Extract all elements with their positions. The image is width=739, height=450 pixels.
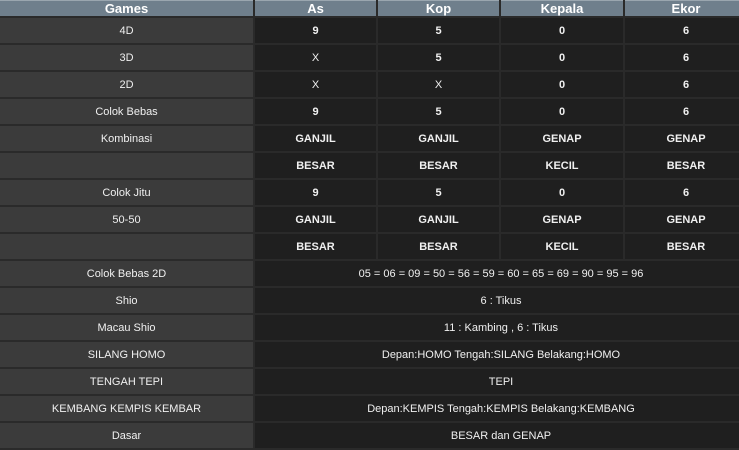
cell-kop: 5 xyxy=(378,180,499,205)
row-label: 50-50 xyxy=(0,207,253,232)
cell-ekor: GENAP xyxy=(625,207,739,232)
table-row: Macau Shio 11 : Kambing , 6 : Tikus xyxy=(0,315,739,340)
cell-as: X xyxy=(255,72,376,97)
cell-ekor: 6 xyxy=(625,18,739,43)
header-ekor: Ekor xyxy=(625,0,739,16)
row-value: 11 : Kambing , 6 : Tikus xyxy=(255,315,739,340)
table-row: Colok Bebas 2D 05 = 06 = 09 = 50 = 56 = … xyxy=(0,261,739,286)
cell-kepala: 0 xyxy=(501,180,623,205)
row-label: KEMBANG KEMPIS KEMBAR xyxy=(0,396,253,421)
table-row: 50-50 GANJIL GANJIL GENAP GENAP xyxy=(0,207,739,232)
cell-ekor: 6 xyxy=(625,45,739,70)
cell-as: BESAR xyxy=(255,234,376,259)
table-row: TENGAH TEPI TEPI xyxy=(0,369,739,394)
cell-kepala: KECIL xyxy=(501,153,623,178)
table-row: BESAR BESAR KECIL BESAR xyxy=(0,153,739,178)
table-row: 2D X X 0 6 xyxy=(0,72,739,97)
row-label: 3D xyxy=(0,45,253,70)
row-value: 6 : Tikus xyxy=(255,288,739,313)
cell-kepala: 0 xyxy=(501,18,623,43)
row-value: TEPI xyxy=(255,369,739,394)
cell-ekor: 6 xyxy=(625,180,739,205)
header-games: Games xyxy=(0,0,253,16)
header-row: Games As Kop Kepala Ekor xyxy=(0,0,739,16)
cell-as: 9 xyxy=(255,180,376,205)
row-label: Dasar xyxy=(0,423,253,448)
header-as: As xyxy=(255,0,376,16)
cell-kepala: GENAP xyxy=(501,207,623,232)
header-kop: Kop xyxy=(378,0,499,16)
cell-kepala: 0 xyxy=(501,72,623,97)
cell-kepala: 0 xyxy=(501,45,623,70)
row-value: Depan:HOMO Tengah:SILANG Belakang:HOMO xyxy=(255,342,739,367)
table-row: Shio 6 : Tikus xyxy=(0,288,739,313)
cell-kop: GANJIL xyxy=(378,207,499,232)
cell-kop: GANJIL xyxy=(378,126,499,151)
row-label xyxy=(0,153,253,178)
cell-ekor: 6 xyxy=(625,99,739,124)
row-label: 2D xyxy=(0,72,253,97)
row-label: SILANG HOMO xyxy=(0,342,253,367)
cell-as: 9 xyxy=(255,99,376,124)
row-value: Depan:KEMPIS Tengah:KEMPIS Belakang:KEMB… xyxy=(255,396,739,421)
cell-kepala: KECIL xyxy=(501,234,623,259)
cell-as: GANJIL xyxy=(255,207,376,232)
cell-ekor: BESAR xyxy=(625,153,739,178)
cell-kepala: 0 xyxy=(501,99,623,124)
table-row: Dasar BESAR dan GENAP xyxy=(0,423,739,448)
cell-kop: 5 xyxy=(378,99,499,124)
table-row: 3D X 5 0 6 xyxy=(0,45,739,70)
table-row: KEMBANG KEMPIS KEMBAR Depan:KEMPIS Tenga… xyxy=(0,396,739,421)
row-label: Kombinasi xyxy=(0,126,253,151)
table-row: SILANG HOMO Depan:HOMO Tengah:SILANG Bel… xyxy=(0,342,739,367)
row-label: Colok Bebas 2D xyxy=(0,261,253,286)
row-label: Colok Jitu xyxy=(0,180,253,205)
row-label: Shio xyxy=(0,288,253,313)
cell-ekor: BESAR xyxy=(625,234,739,259)
cell-as: GANJIL xyxy=(255,126,376,151)
row-label xyxy=(0,234,253,259)
table-row: BESAR BESAR KECIL BESAR xyxy=(0,234,739,259)
row-label: 4D xyxy=(0,18,253,43)
cell-kop: BESAR xyxy=(378,153,499,178)
cell-kop: X xyxy=(378,72,499,97)
table-row: Colok Jitu 9 5 0 6 xyxy=(0,180,739,205)
cell-kepala: GENAP xyxy=(501,126,623,151)
row-label: Colok Bebas xyxy=(0,99,253,124)
table-row: 4D 9 5 0 6 xyxy=(0,18,739,43)
cell-kop: 5 xyxy=(378,45,499,70)
cell-as: BESAR xyxy=(255,153,376,178)
cell-kop: 5 xyxy=(378,18,499,43)
cell-ekor: 6 xyxy=(625,72,739,97)
header-kepala: Kepala xyxy=(501,0,623,16)
table-row: Kombinasi GANJIL GANJIL GENAP GENAP xyxy=(0,126,739,151)
cell-ekor: GENAP xyxy=(625,126,739,151)
table-row: Colok Bebas 9 5 0 6 xyxy=(0,99,739,124)
cell-kop: BESAR xyxy=(378,234,499,259)
row-value: BESAR dan GENAP xyxy=(255,423,739,448)
cell-as: 9 xyxy=(255,18,376,43)
cell-as: X xyxy=(255,45,376,70)
row-label: Macau Shio xyxy=(0,315,253,340)
row-value: 05 = 06 = 09 = 50 = 56 = 59 = 60 = 65 = … xyxy=(255,261,739,286)
row-label: TENGAH TEPI xyxy=(0,369,253,394)
